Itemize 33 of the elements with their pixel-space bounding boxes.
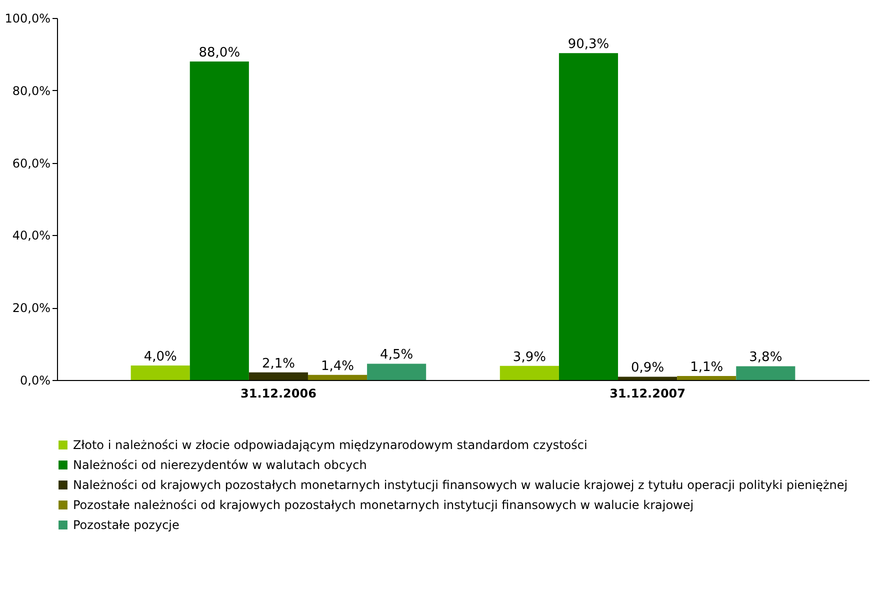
y-tick-label: 40,0% [12,228,50,243]
y-tick-label: 80,0% [12,84,50,98]
x-tick-label: 31.12.2006 [240,386,316,400]
data-label: 90,3% [568,37,610,52]
bar [248,372,308,380]
bar [618,376,678,380]
bar [677,376,736,380]
bar [736,366,796,380]
legend-label: Pozostałe należności od krajowych pozostałych monetarnych instytucji finansowych w walucie krajowej [73,498,694,512]
legend-label: Należności od nierezydentów w walutach obcych [73,458,367,472]
y-tick-label: 20,0% [12,301,50,316]
data-label: 2,1% [262,356,295,372]
y-tick-label: 60,0% [12,156,50,170]
bar [130,366,190,380]
data-label: 0,9% [631,360,664,376]
data-label: 4,5% [380,348,414,363]
data-label: 3,8% [749,350,782,366]
x-tick-label: 31.12.2007 [610,386,686,400]
data-label: 4,0% [144,350,177,365]
data-label: 3,9% [512,350,546,365]
bar [500,366,559,380]
bar [367,364,426,380]
legend-label: Pozostałe pozycje [73,518,180,532]
data-label: 1,4% [320,358,354,374]
y-tick-label: 100,0% [4,12,50,26]
bar [558,53,618,380]
bar [190,61,249,380]
data-label: 88,0% [198,45,240,60]
legend-label: Złoto i należności w złocie odpowiadającym międzynarodowym standardom czystości [73,438,588,452]
data-label: 1,1% [690,360,724,376]
bar [308,374,368,380]
y-tick-label: 0,0% [20,374,50,388]
legend-label: Należności od krajowych pozostałych monetarnych instytucji finansowych w walucie krajowej z tytułu operacji polityki pieniężnej [73,478,848,492]
